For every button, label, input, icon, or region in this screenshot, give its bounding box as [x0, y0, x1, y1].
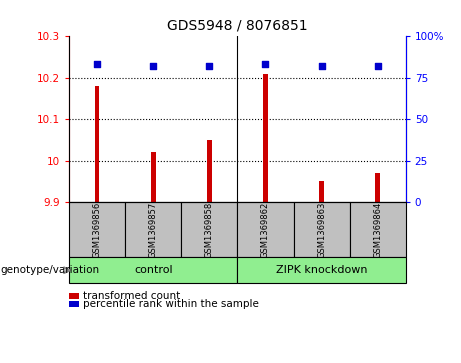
Title: GDS5948 / 8076851: GDS5948 / 8076851: [167, 19, 308, 32]
Text: GSM1369858: GSM1369858: [205, 201, 214, 258]
Bar: [125, 202, 181, 257]
Text: GSM1369857: GSM1369857: [149, 201, 158, 258]
Point: [149, 63, 157, 69]
Point: [318, 63, 325, 69]
Bar: [375, 173, 380, 202]
Text: GSM1369863: GSM1369863: [317, 201, 326, 258]
Point: [262, 62, 269, 68]
Bar: [263, 74, 268, 202]
Point: [206, 63, 213, 69]
Bar: [69, 257, 237, 283]
Bar: [237, 202, 294, 257]
Text: transformed count: transformed count: [83, 291, 180, 301]
Point: [374, 63, 381, 69]
Bar: [95, 86, 100, 202]
Text: genotype/variation: genotype/variation: [0, 265, 99, 275]
Bar: [349, 202, 406, 257]
Bar: [294, 202, 349, 257]
Text: GSM1369862: GSM1369862: [261, 201, 270, 258]
Text: control: control: [134, 265, 172, 275]
Text: GSM1369856: GSM1369856: [93, 201, 102, 258]
Text: percentile rank within the sample: percentile rank within the sample: [83, 299, 259, 309]
Bar: [181, 202, 237, 257]
Bar: [237, 257, 406, 283]
Text: ZIPK knockdown: ZIPK knockdown: [276, 265, 367, 275]
Text: GSM1369864: GSM1369864: [373, 201, 382, 258]
Bar: [319, 182, 324, 202]
Bar: [151, 152, 155, 202]
Bar: [207, 140, 212, 202]
Bar: [69, 202, 125, 257]
Point: [94, 62, 101, 68]
